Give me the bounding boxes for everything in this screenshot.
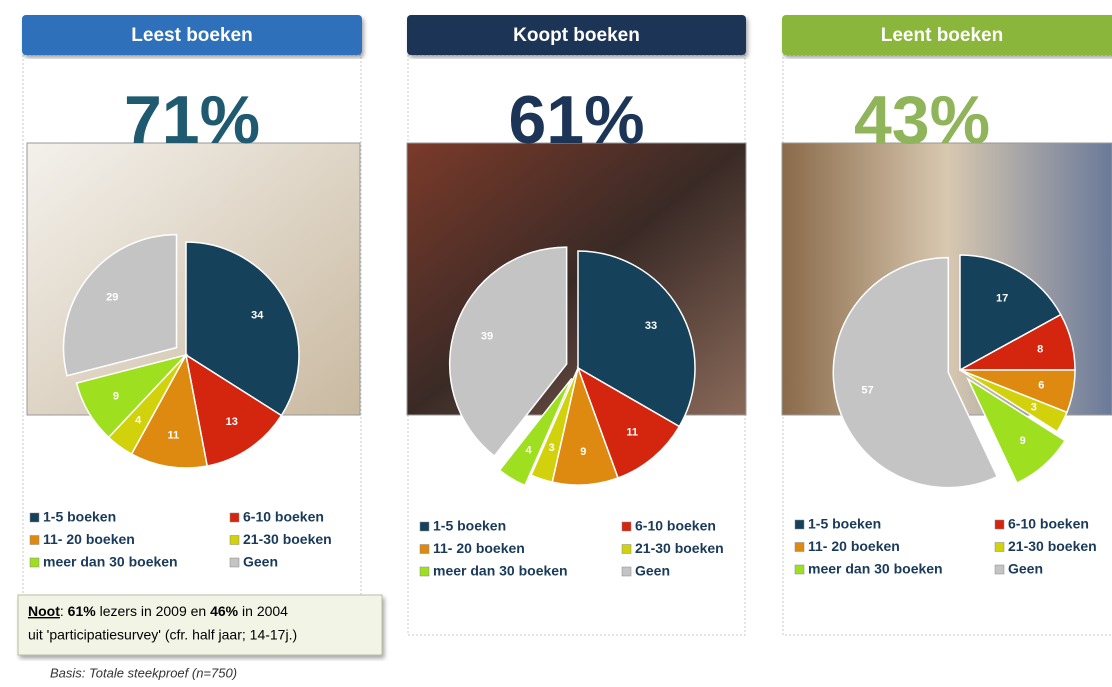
legend-swatch (30, 558, 39, 567)
note-line: uit 'participatiesurvey' (cfr. half jaar… (28, 627, 297, 643)
slice-label: 9 (1020, 435, 1026, 447)
slice-label: 4 (526, 444, 533, 456)
infographic: Leest boeken71%34131149291-5 boeken6-10 … (0, 0, 1112, 682)
slice-label: 11 (167, 429, 179, 441)
legend-label: meer dan 30 boeken (43, 554, 178, 570)
legend-swatch (795, 565, 804, 574)
slice-label: 57 (861, 385, 873, 397)
slice-label: 34 (251, 310, 264, 322)
legend-swatch (995, 565, 1004, 574)
slice-label: 6 (1038, 379, 1044, 391)
legend-label: 21-30 boeken (635, 540, 724, 556)
legend-swatch (995, 520, 1004, 529)
chart-title: Leent boeken (881, 25, 1003, 46)
legend-label: 1-5 boeken (433, 518, 506, 534)
legend-swatch (795, 543, 804, 552)
chart-title: Leest boeken (131, 25, 252, 46)
headline: 43% (854, 82, 990, 158)
legend-swatch (622, 522, 631, 531)
legend-label: meer dan 30 boeken (433, 563, 568, 579)
legend-label: Geen (243, 554, 278, 570)
note-part: 46% (210, 603, 239, 619)
legend-swatch (230, 558, 239, 567)
legend-label: 6-10 boeken (243, 509, 324, 525)
slice-label: 4 (135, 415, 142, 427)
note-part: in 2004 (238, 603, 288, 619)
legend-label: 1-5 boeken (808, 516, 881, 532)
legend-label: meer dan 30 boeken (808, 561, 943, 577)
legend-swatch (230, 513, 239, 522)
slice-label: 8 (1037, 343, 1043, 355)
slice-label: 3 (549, 442, 555, 454)
chart-panel: Leest boeken 71% 34 13 11 4 9 29 1-5 boeken 6-10 … (22, 15, 362, 610)
legend-label: 6-10 boeken (1008, 516, 1089, 532)
headline: 71% (124, 82, 260, 158)
slice-label: 9 (113, 390, 119, 402)
legend-swatch (420, 545, 429, 554)
slice-label: 13 (226, 416, 238, 428)
legend-swatch (420, 522, 429, 531)
slice-label: 39 (481, 330, 493, 342)
legend-swatch (622, 545, 631, 554)
legend-label: 21-30 boeken (243, 531, 332, 547)
legend-swatch (30, 536, 39, 545)
note-part: lezers in 2009 en (96, 603, 210, 619)
legend-label: Geen (635, 563, 670, 579)
chart-panel: Leent boeken 43% 17 8 63 9 57 1-5 boeken 6-10 bo… (782, 15, 1112, 635)
legend-swatch (420, 567, 429, 576)
note-part: : (60, 603, 68, 619)
slice-label: 9 (580, 446, 586, 458)
legend-swatch (230, 536, 239, 545)
slice-label: 17 (996, 293, 1008, 305)
note-line: Noot: 61% lezers in 2009 en 46% in 2004 (28, 603, 288, 619)
legend-swatch (795, 520, 804, 529)
legend-label: 11- 20 boeken (433, 540, 525, 556)
legend-swatch (622, 567, 631, 576)
note-box: Noot: 61% lezers in 2009 en 46% in 2004 … (18, 595, 382, 655)
slice-label: 3 (1031, 401, 1037, 413)
legend-label: 11- 20 boeken (43, 531, 135, 547)
legend-label: 21-30 boeken (1008, 538, 1097, 554)
legend-swatch (30, 513, 39, 522)
slice-label: 29 (106, 292, 118, 304)
legend-label: Geen (1008, 561, 1043, 577)
legend-label: 6-10 boeken (635, 518, 716, 534)
legend-label: 11- 20 boeken (808, 538, 900, 554)
basis-text: Basis: Totale steekproef (n=750) (50, 665, 237, 680)
legend-swatch (995, 543, 1004, 552)
note-part: Noot (28, 603, 60, 619)
legend-label: 1-5 boeken (43, 509, 116, 525)
slice-label: 33 (645, 320, 657, 332)
chart-title: Koopt boeken (513, 25, 640, 46)
headline: 61% (508, 82, 644, 158)
note-part: 61% (68, 603, 97, 619)
slice-label: 11 (626, 426, 638, 438)
chart-panel: Koopt boeken 61% 33 11 9 3 4 39 1-5 boeken 6-10 b… (407, 15, 746, 635)
